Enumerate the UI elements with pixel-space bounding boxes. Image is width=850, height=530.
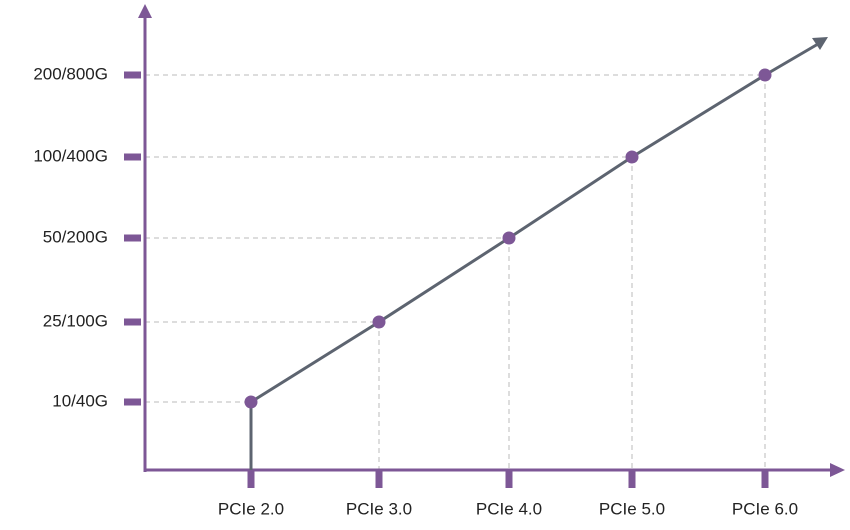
y-tick (124, 234, 141, 242)
y-tick-label: 50/200G (43, 227, 108, 246)
y-tick-label: 10/40G (52, 391, 108, 410)
y-tick (124, 318, 141, 326)
x-tick (505, 470, 513, 488)
trend-arrow (812, 37, 828, 50)
y-tick-label: 100/400G (33, 146, 108, 165)
x-tick-label: PCIe 6.0 (732, 499, 798, 518)
x-tick (247, 470, 255, 488)
x-tick (761, 470, 769, 488)
point (502, 231, 516, 245)
x-axis-arrow (830, 463, 845, 477)
y-axis-arrow (138, 4, 152, 18)
x-tick (375, 470, 383, 488)
point (758, 68, 772, 82)
y-tick-label: 200/800G (33, 64, 108, 83)
y-tick (124, 71, 141, 79)
trend-extension (764, 42, 819, 77)
x-tick (628, 470, 636, 488)
x-tick-label: PCIe 5.0 (599, 499, 665, 518)
y-tick-label: 25/100G (43, 311, 108, 330)
point (244, 395, 258, 409)
point (625, 150, 639, 164)
point (372, 315, 386, 329)
y-tick (124, 398, 141, 406)
x-tick-label: PCIe 4.0 (476, 499, 542, 518)
x-tick-label: PCIe 2.0 (218, 499, 284, 518)
y-tick (124, 153, 141, 161)
x-tick-label: PCIe 3.0 (346, 499, 412, 518)
